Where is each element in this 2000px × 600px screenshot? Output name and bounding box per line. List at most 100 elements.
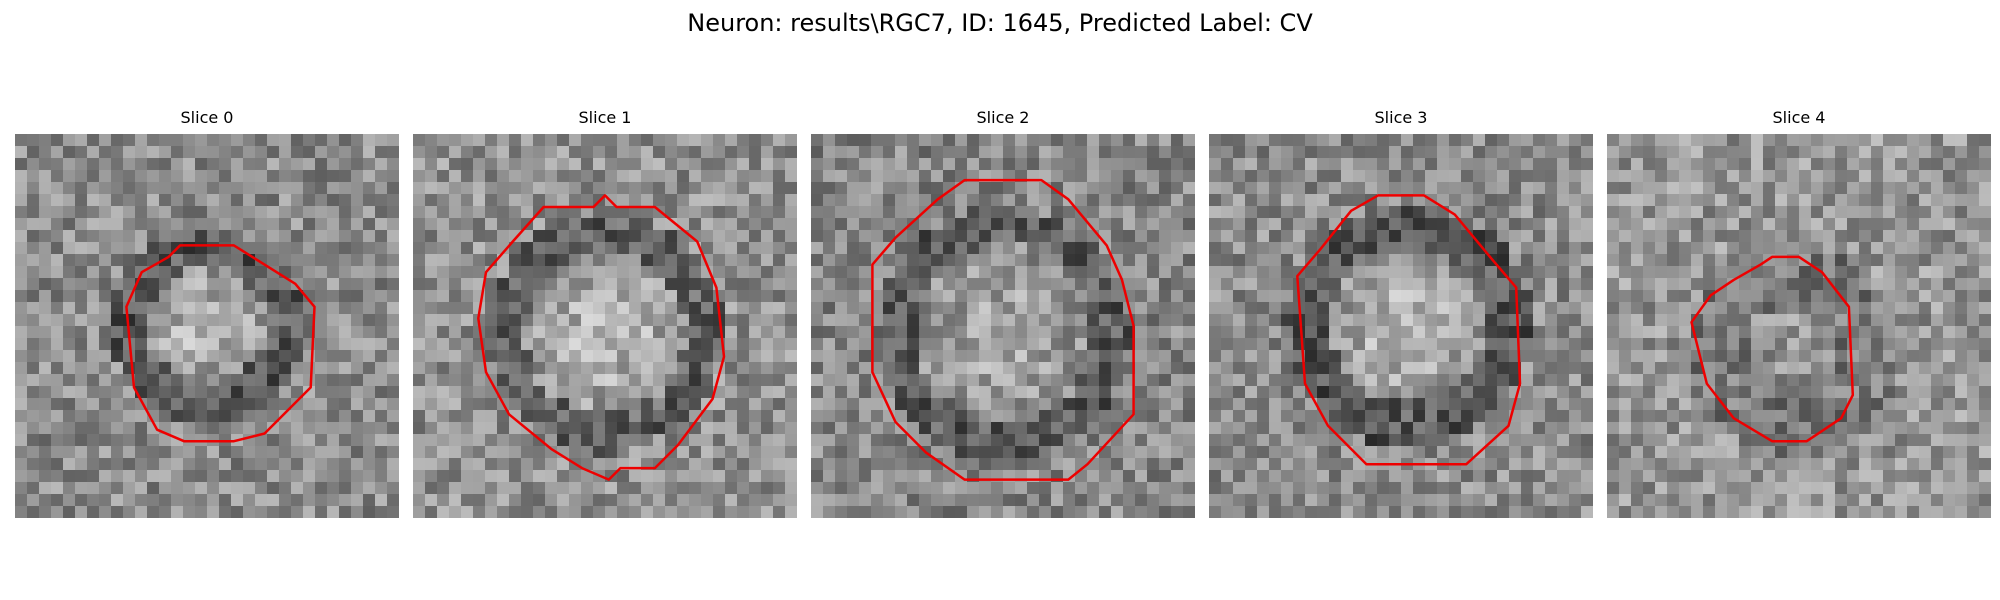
pixel-cell [737,194,750,207]
pixel-cell [701,386,714,399]
pixel-cell [1269,158,1282,171]
pixel-cell [147,326,160,339]
pixel-cell [195,362,208,375]
pixel-cell [1135,434,1148,447]
pixel-cell [1305,290,1318,303]
pixel-cell [1569,194,1582,207]
pixel-cell [581,170,594,183]
pixel-cell [1039,326,1052,339]
pixel-cell [171,134,184,147]
pixel-cell [1655,194,1668,207]
pixel-cell [1823,338,1836,351]
pixel-cell [955,278,968,291]
pixel-cell [629,170,642,183]
pixel-cell [171,506,184,518]
pixel-cell [413,278,426,291]
pixel-cell [1123,254,1136,267]
pixel-cell [303,266,316,279]
pixel-cell [1751,158,1764,171]
pixel-cell [1413,218,1426,231]
pixel-cell [593,506,606,518]
pixel-cell [1607,422,1620,435]
pixel-cell [1569,134,1582,147]
pixel-cell [859,326,872,339]
pixel-cell [1943,350,1956,363]
pixel-cell [15,326,28,339]
pixel-cell [1305,362,1318,375]
pixel-cell [1859,422,1872,435]
pixel-cell [1835,266,1848,279]
pixel-cell [689,506,702,518]
pixel-cell [1003,482,1016,495]
pixel-cell [1643,314,1656,327]
pixel-cell [1003,434,1016,447]
pixel-cell [1835,458,1848,471]
pixel-cell [99,506,112,518]
pixel-cell [749,254,762,267]
pixel-cell [425,338,438,351]
pixel-cell [1039,458,1052,471]
pixel-cell [1051,434,1064,447]
pixel-cell [1437,362,1450,375]
pixel-cell [1233,434,1246,447]
pixel-cell [979,410,992,423]
pixel-cell [689,314,702,327]
pixel-cell [1715,290,1728,303]
pixel-cell [497,482,510,495]
pixel-cell [473,134,486,147]
pixel-cell [641,266,654,279]
pixel-cell [581,194,594,207]
pixel-cell [1063,458,1076,471]
pixel-cell [1401,194,1414,207]
pixel-cell [1931,314,1944,327]
pixel-cell [39,158,52,171]
pixel-cell [1581,446,1593,459]
pixel-cell [473,398,486,411]
pixel-cell [967,410,980,423]
pixel-cell [617,470,630,483]
pixel-cell [1655,398,1668,411]
pixel-cell [811,182,824,195]
pixel-cell [713,266,726,279]
pixel-cell [617,362,630,375]
pixel-cell [665,290,678,303]
pixel-cell [27,302,40,315]
pixel-cell [1955,194,1968,207]
pixel-cell [1257,206,1270,219]
pixel-cell [1087,290,1100,303]
pixel-cell [195,146,208,159]
pixel-cell [871,302,884,315]
pixel-cell [387,494,399,507]
pixel-cell [979,506,992,518]
pixel-cell [1859,194,1872,207]
pixel-cell [1099,182,1112,195]
pixel-cell [773,386,786,399]
pixel-cell [1183,302,1195,315]
pixel-cell [991,362,1004,375]
pixel-cell [111,458,124,471]
pixel-cell [1159,326,1172,339]
pixel-cell [859,302,872,315]
pixel-cell [425,266,438,279]
pixel-cell [291,482,304,495]
pixel-cell [1039,158,1052,171]
pixel-cell [1569,506,1582,518]
pixel-cell [315,278,328,291]
pixel-cell [1751,446,1764,459]
pixel-cell [1135,134,1148,147]
pixel-cell [1245,506,1258,518]
pixel-cell [1931,194,1944,207]
pixel-cell [27,362,40,375]
pixel-cell [1533,362,1546,375]
pixel-cell [1377,362,1390,375]
pixel-cell [111,374,124,387]
pixel-cell [1027,206,1040,219]
pixel-cell [1739,134,1752,147]
pixel-cell [641,134,654,147]
pixel-cell [219,470,232,483]
pixel-cell [449,338,462,351]
pixel-cell [557,242,570,255]
pixel-cell [1787,182,1800,195]
pixel-cell [1619,242,1632,255]
pixel-cell [1087,146,1100,159]
